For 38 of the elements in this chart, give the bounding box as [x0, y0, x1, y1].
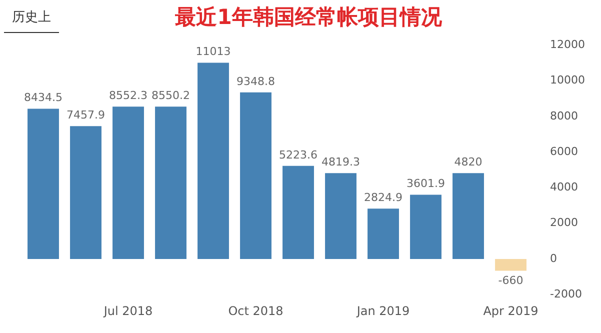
- bar: [282, 166, 314, 259]
- data-label: 8550.2: [152, 89, 190, 102]
- data-label: 7457.9: [66, 108, 105, 122]
- bar: [410, 194, 442, 259]
- data-label: 5223.6: [279, 148, 318, 162]
- data-label: -660: [498, 274, 524, 288]
- data-label: 8434.5: [24, 91, 62, 104]
- y-tick-label: 6000: [550, 144, 578, 158]
- bar: [28, 108, 59, 259]
- bar: [198, 62, 229, 259]
- data-label: 11013: [196, 45, 231, 58]
- bar: [452, 173, 484, 259]
- y-tick-label: 0: [550, 252, 558, 265]
- y-tick-label: 2000: [550, 216, 578, 230]
- x-tick-label: Jan 2019: [356, 304, 410, 318]
- chart-title: 最近1年韩国经常帐项目情况: [174, 5, 443, 30]
- data-label: 4819.3: [322, 155, 360, 168]
- bar: [240, 92, 272, 259]
- x-tick-label: Jul 2018: [102, 304, 153, 318]
- y-tick-label: 10000: [550, 74, 586, 87]
- data-label: 8552.3: [109, 88, 148, 102]
- bar: [155, 106, 186, 259]
- bar: [495, 258, 526, 271]
- y-tick-label: 8000: [550, 109, 578, 122]
- data-label: 9348.8: [236, 74, 276, 88]
- y-tick-label: -2000: [550, 287, 582, 300]
- data-label: 2824.9: [364, 191, 403, 204]
- bar: [70, 126, 102, 259]
- x-tick-label: Apr 2019: [483, 304, 538, 318]
- bar: [325, 173, 356, 259]
- data-label: 3601.9: [406, 177, 446, 190]
- y-tick-label: 12000: [550, 38, 586, 52]
- text: 历史上: [4, 8, 59, 33]
- x-tick-label: Oct 2018: [228, 304, 284, 318]
- data-label: 4820: [454, 155, 482, 168]
- bar: [112, 106, 144, 259]
- y-tick-label: 4000: [550, 180, 578, 194]
- bar: [368, 208, 399, 259]
